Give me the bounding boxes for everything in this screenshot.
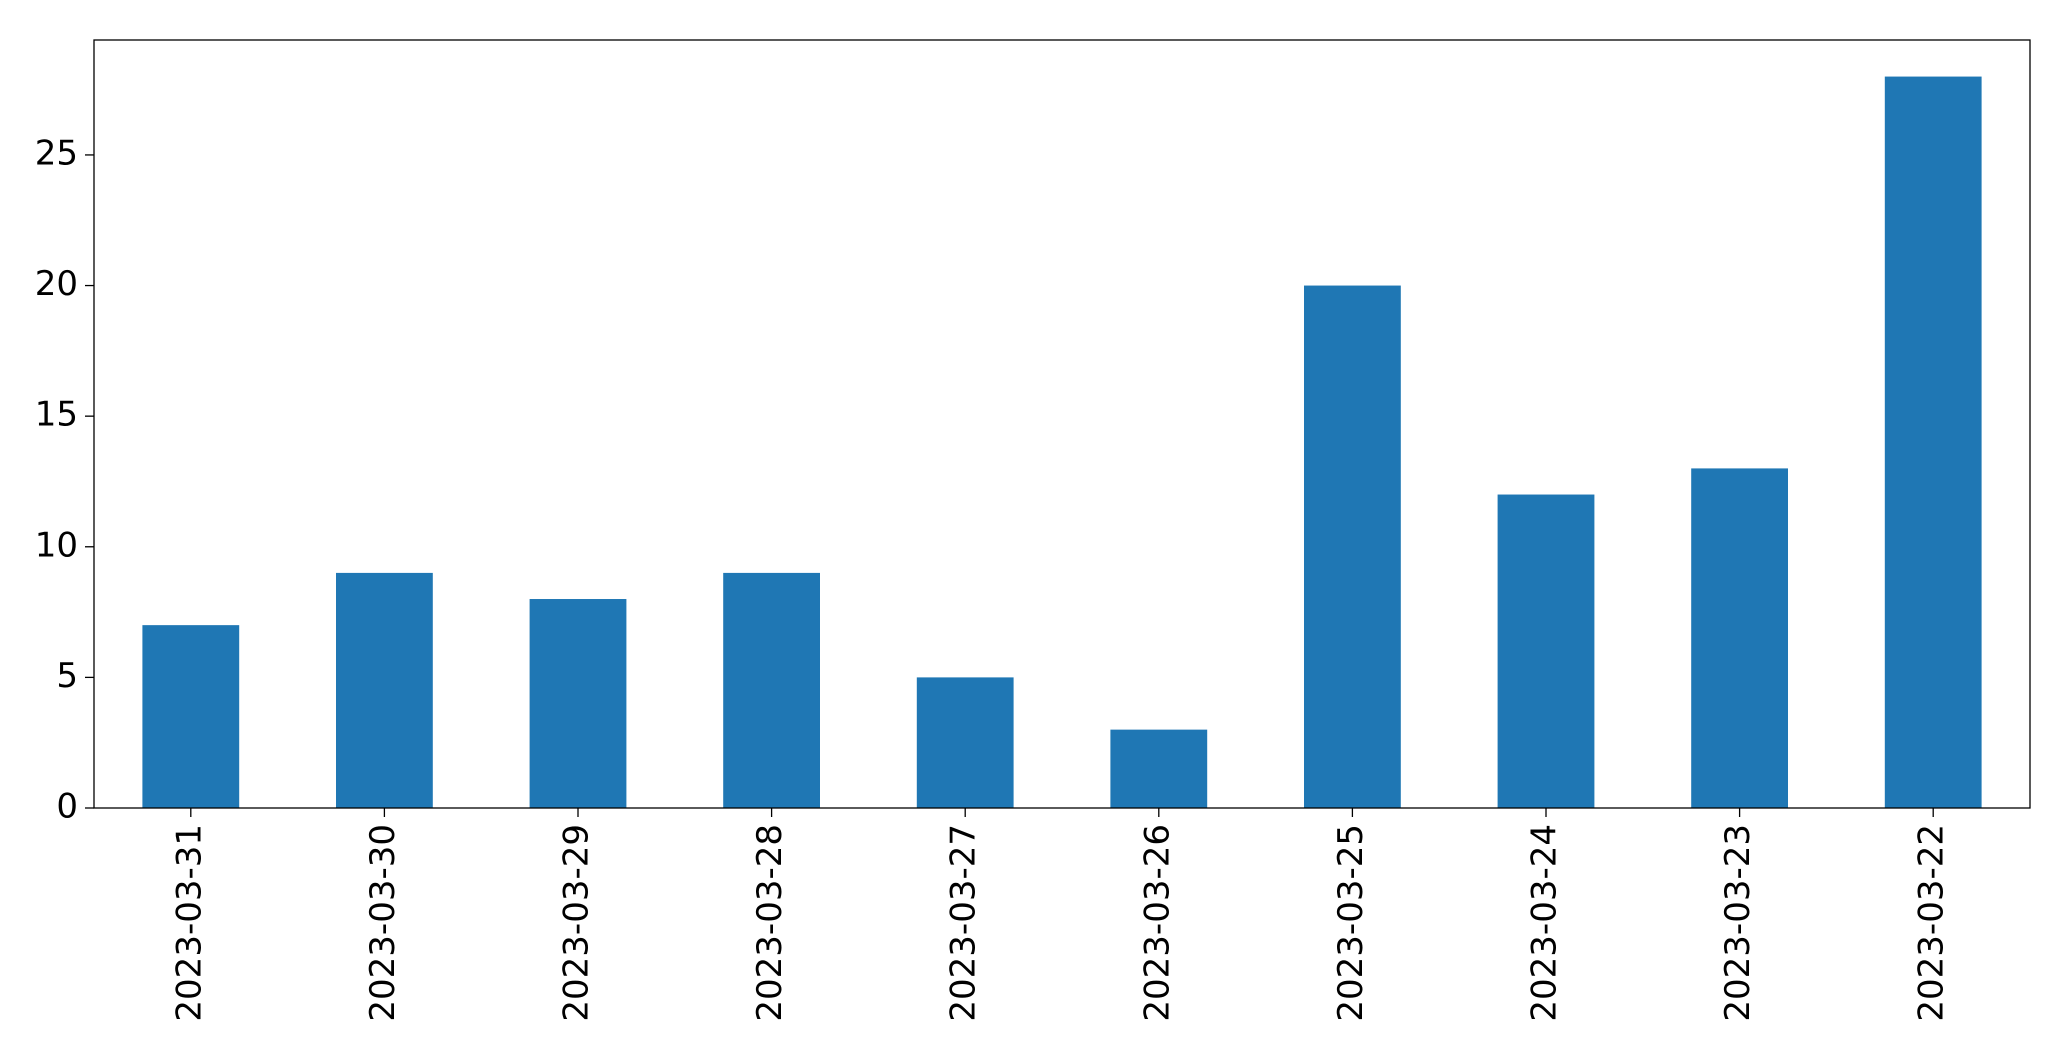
x-tick-label: 2023-03-27 [944, 824, 984, 1022]
x-tick-label: 2023-03-25 [1331, 824, 1371, 1022]
bar [529, 599, 627, 808]
bar [723, 572, 820, 808]
x-tick-label: 2023-03-29 [557, 824, 597, 1022]
x-tick-label: 2023-03-28 [750, 824, 790, 1022]
bar [1884, 76, 1982, 809]
x-tick-label: 2023-03-22 [1912, 824, 1952, 1022]
y-tick-label: 15 [35, 395, 78, 435]
bar [1304, 285, 1401, 808]
bar [916, 677, 1014, 808]
bar [1497, 494, 1595, 808]
x-tick-label: 2023-03-26 [1137, 824, 1177, 1022]
x-tick-label: 2023-03-30 [363, 824, 403, 1022]
y-tick-label: 5 [56, 656, 78, 696]
plot-frame [93, 39, 2031, 809]
y-tick-label: 20 [35, 264, 78, 304]
bar [142, 625, 240, 808]
bar [1110, 729, 1208, 808]
bar [336, 572, 433, 808]
y-tick-label: 25 [35, 133, 78, 173]
x-tick-label: 2023-03-23 [1718, 824, 1758, 1022]
y-tick-label: 10 [35, 525, 78, 565]
y-tick-label: 0 [56, 787, 78, 827]
bar [1691, 468, 1788, 808]
x-tick-label: 2023-03-31 [169, 824, 209, 1022]
x-tick-label: 2023-03-24 [1525, 824, 1565, 1022]
